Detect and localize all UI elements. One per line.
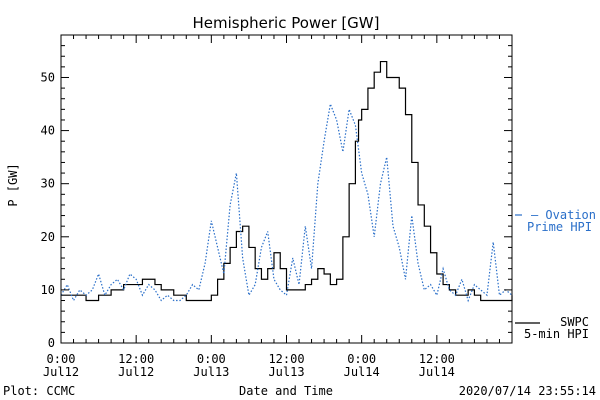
y-axis-label: P [GW]	[6, 163, 20, 206]
x-tick-label-time: 0:00	[197, 352, 226, 366]
plot-timestamp: 2020/07/14 23:55:14	[459, 384, 596, 398]
legend-swpc-line1: SWPC	[560, 315, 589, 329]
y-tick-label: 30	[41, 177, 55, 191]
chart-title: Hemispheric Power [GW]	[193, 14, 380, 32]
y-tick-label: 50	[41, 70, 55, 84]
plot-frame	[60, 34, 513, 344]
legend-ovation-line1: – Ovation	[531, 208, 596, 222]
x-tick-label-date: Jul14	[344, 365, 380, 379]
x-tick-label-time: 0:00	[47, 352, 76, 366]
y-tick-label: 10	[41, 283, 55, 297]
x-tick-label-time: 0:00	[347, 352, 376, 366]
plot-area	[60, 60, 513, 303]
legend-ovation-line2: Prime HPI	[527, 220, 592, 234]
x-tick-label-date: Jul12	[43, 365, 79, 379]
x-tick-label-time: 12:00	[268, 352, 304, 366]
series-ovation-line	[60, 101, 513, 303]
x-tick-label-date: Jul13	[193, 365, 229, 379]
x-axis-label: Date and Time	[239, 384, 333, 398]
series-swpc-line	[61, 60, 513, 302]
x-tick-label-date: Jul12	[118, 365, 154, 379]
plot-credit: Plot: CCMC	[3, 384, 75, 398]
x-tick-label-time: 12:00	[118, 352, 154, 366]
y-tick-label: 40	[41, 124, 55, 138]
y-tick-label: 0	[48, 336, 55, 350]
legend-swpc-line2: 5-min HPI	[524, 327, 589, 341]
axes: 010203040500:00Jul1212:00Jul120:00Jul131…	[41, 34, 513, 379]
x-tick-label-time: 12:00	[419, 352, 455, 366]
x-tick-label-date: Jul13	[268, 365, 304, 379]
y-tick-label: 20	[41, 230, 55, 244]
x-tick-label-date: Jul14	[419, 365, 455, 379]
